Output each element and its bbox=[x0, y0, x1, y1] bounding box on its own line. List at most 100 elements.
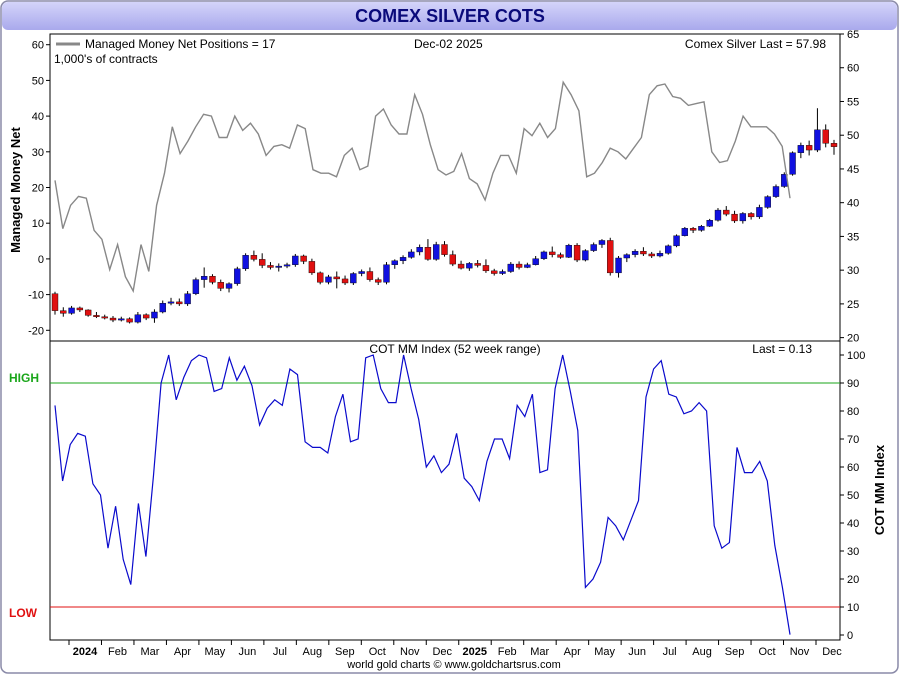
index-tick-label: 30 bbox=[847, 546, 859, 558]
left-tick-label: 30 bbox=[32, 147, 44, 159]
right-axis-title: COT MM Index bbox=[872, 444, 887, 535]
right-tick-label: 25 bbox=[847, 299, 859, 311]
bottom-panel-frame bbox=[49, 340, 841, 641]
month-label: Apr bbox=[174, 646, 191, 658]
footer-credit: world gold charts © www.goldchartsrus.co… bbox=[346, 659, 561, 671]
chart-title: COMEX SILVER COTS bbox=[355, 6, 545, 26]
candle-down bbox=[267, 265, 274, 268]
silver-last-label: Comex Silver Last = 57.98 bbox=[685, 37, 826, 51]
month-label: Dec bbox=[822, 646, 842, 658]
candle-up bbox=[200, 276, 208, 280]
candle-down bbox=[822, 129, 829, 144]
right-tick-label: 40 bbox=[847, 198, 859, 210]
managed-money-net-line bbox=[54, 80, 791, 294]
month-label: Jun bbox=[239, 646, 257, 658]
index-tick-label: 100 bbox=[847, 350, 865, 362]
index-tick-label: 50 bbox=[847, 490, 859, 502]
index-tick-label: 80 bbox=[847, 406, 859, 418]
candle-down bbox=[366, 271, 374, 280]
right-tick-label: 20 bbox=[847, 333, 859, 345]
candle-down bbox=[723, 209, 730, 215]
left-tick-label: 10 bbox=[32, 218, 44, 230]
candle-up bbox=[433, 244, 440, 260]
candle-down bbox=[640, 251, 647, 255]
month-label: Mar bbox=[530, 646, 549, 658]
candle-down bbox=[607, 240, 614, 274]
candle-up bbox=[151, 311, 158, 319]
candle-up bbox=[184, 293, 191, 305]
month-label: Feb bbox=[498, 646, 517, 658]
candle-up bbox=[565, 244, 572, 258]
left-tick-label: 20 bbox=[32, 183, 44, 195]
legend-text: Managed Money Net Positions = 17 bbox=[85, 37, 276, 51]
candle-down bbox=[482, 265, 490, 272]
candle-up bbox=[118, 318, 125, 321]
month-label: Jun bbox=[628, 646, 646, 658]
candle-up bbox=[739, 213, 747, 222]
bottom-right-axis: 0 10 20 30 40 50 60 70 80 90 100 bbox=[840, 350, 865, 642]
candle-down bbox=[557, 254, 564, 258]
candle-down bbox=[830, 143, 838, 147]
candle-up bbox=[623, 254, 631, 259]
candle-up bbox=[466, 263, 473, 269]
index-title: COT MM Index (52 week range) bbox=[369, 342, 540, 356]
candle-down bbox=[648, 253, 655, 257]
cot-mm-index-line bbox=[54, 354, 791, 635]
candle-down bbox=[258, 259, 266, 266]
left-tick-label: 40 bbox=[32, 111, 44, 123]
month-label: Dec bbox=[432, 646, 452, 658]
candle-down bbox=[474, 263, 481, 266]
candle-up bbox=[408, 251, 415, 258]
index-tick-label: 90 bbox=[847, 378, 859, 390]
candle-up bbox=[797, 145, 805, 153]
month-label: Oct bbox=[758, 646, 775, 658]
right-tick-label: 55 bbox=[847, 96, 859, 108]
left-tick-label: -10 bbox=[28, 290, 44, 302]
right-tick-label: 45 bbox=[847, 164, 859, 176]
candle-down bbox=[317, 272, 324, 283]
index-tick-label: 40 bbox=[847, 518, 859, 530]
left-tick-label: 0 bbox=[38, 254, 44, 266]
candle-up bbox=[292, 255, 299, 265]
candle-up bbox=[814, 129, 821, 151]
candle-down bbox=[109, 317, 117, 321]
candle-down bbox=[341, 278, 349, 284]
candle-down bbox=[76, 307, 84, 311]
month-label: Aug bbox=[303, 646, 323, 658]
index-tick-label: 10 bbox=[847, 602, 859, 614]
candle-up bbox=[681, 228, 689, 236]
month-label: 2025 bbox=[462, 646, 486, 658]
candle-up bbox=[167, 301, 175, 304]
top-left-axis: -20 -10 0 10 20 30 40 50 60 bbox=[28, 40, 50, 337]
candle-up bbox=[706, 220, 713, 227]
candle-up bbox=[673, 235, 680, 247]
candle-up bbox=[524, 264, 531, 268]
candle-down bbox=[333, 276, 340, 280]
candle-up bbox=[159, 303, 166, 313]
candle-down bbox=[457, 263, 465, 269]
candle-up bbox=[665, 245, 672, 254]
candle-up bbox=[234, 268, 241, 284]
candle-up bbox=[391, 260, 398, 265]
month-label: Sep bbox=[725, 646, 745, 658]
candle-up bbox=[789, 152, 796, 175]
month-label: Apr bbox=[564, 646, 581, 658]
month-label: Sep bbox=[335, 646, 355, 658]
left-tick-label: 50 bbox=[32, 75, 44, 87]
candle-up bbox=[350, 273, 357, 284]
candle-up bbox=[615, 257, 622, 274]
date-label: Dec-02 2025 bbox=[414, 37, 483, 51]
candle-down bbox=[731, 213, 738, 222]
month-label: Feb bbox=[108, 646, 127, 658]
candle-up bbox=[507, 263, 514, 272]
left-tick-label: -20 bbox=[28, 325, 44, 337]
month-label: Mar bbox=[140, 646, 159, 658]
month-label: Nov bbox=[790, 646, 810, 658]
month-label: Aug bbox=[692, 646, 712, 658]
candle-down bbox=[209, 276, 216, 283]
silver-candles bbox=[51, 108, 838, 324]
candle-up bbox=[499, 271, 506, 274]
candle-up bbox=[714, 209, 722, 221]
